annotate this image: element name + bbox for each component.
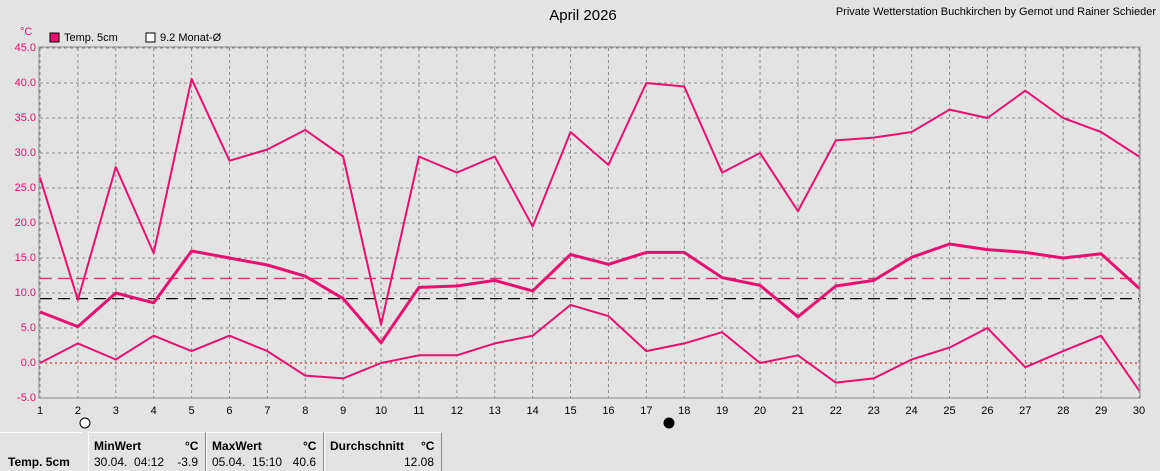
x-tick-label: 30: [1133, 405, 1145, 417]
y-tick-label: 10.0: [15, 287, 36, 299]
stats-value: 40.6: [292, 455, 316, 469]
x-tick-label: 18: [678, 405, 690, 417]
chart-title: April 2026: [549, 7, 617, 24]
stats-time: 05.04. 15:10: [212, 455, 283, 469]
x-tick-label: 17: [640, 405, 652, 417]
stats-label: Temp. 5cm: [8, 455, 70, 469]
x-tick-label: 1: [37, 405, 43, 417]
plot-frame: [38, 46, 1141, 399]
stats-box: [88, 432, 206, 471]
stats-value: -3.9: [177, 455, 198, 469]
moon-icon: [79, 417, 91, 429]
x-tick-label: 15: [564, 405, 576, 417]
moon-icon: [663, 417, 675, 429]
x-tick-label: 20: [754, 405, 766, 417]
series-line: [39, 242, 1141, 345]
x-tick-label: 12: [451, 405, 463, 417]
x-tick-label: 19: [716, 405, 728, 417]
x-tick-label: 10: [375, 405, 387, 417]
stats-title: MinWert: [94, 439, 142, 453]
series-line: [39, 77, 1140, 326]
x-tick-label: 13: [489, 405, 501, 417]
legend-swatch: [145, 32, 156, 43]
y-tick-label: 40.0: [15, 77, 36, 89]
x-tick-label: 26: [981, 405, 993, 417]
x-tick-label: 3: [113, 405, 119, 417]
x-tick-label: 6: [226, 405, 232, 417]
stats-unit: °C: [303, 439, 317, 453]
y-tick-label: 20.0: [15, 217, 36, 229]
x-tick-label: 9: [340, 405, 346, 417]
stats-time: 30.04. 04:12: [94, 455, 165, 469]
y-tick-label: 25.0: [15, 182, 36, 194]
credit: Private Wetterstation Buchkirchen by Ger…: [836, 6, 1157, 18]
stats-unit: °C: [421, 439, 435, 453]
legend-label: 9.2 Monat-Ø: [160, 32, 222, 44]
x-tick-label: 27: [1019, 405, 1031, 417]
x-tick-label: 11: [413, 405, 424, 417]
x-tick-label: 4: [151, 405, 157, 417]
y-unit: °C: [20, 26, 32, 38]
stats-title: MaxWert: [212, 439, 262, 453]
stats-title: Durchschnitt: [330, 439, 405, 453]
x-tick-label: 25: [943, 405, 955, 417]
x-tick-label: 23: [868, 405, 880, 417]
stats-row-head: [0, 432, 82, 471]
series-line: [39, 303, 1140, 391]
x-tick-label: 5: [189, 405, 195, 417]
x-tick-label: 29: [1095, 405, 1107, 417]
stats-box: [324, 432, 442, 471]
x-tick-label: 24: [905, 405, 917, 417]
x-tick-label: 21: [792, 405, 804, 417]
stats-value: 12.08: [403, 455, 434, 469]
x-tick-label: 8: [302, 405, 308, 417]
legend-swatch: [49, 32, 60, 43]
x-tick-label: 14: [527, 405, 539, 417]
y-tick-label: 5.0: [21, 322, 36, 334]
chart: April 2026 Private Wetterstation Buchkir…: [15, 6, 1157, 429]
y-tick-label: 45.0: [15, 42, 36, 54]
legend-label: Temp. 5cm: [64, 32, 118, 44]
y-tick-label: 30.0: [15, 147, 36, 159]
y-tick-label: 35.0: [15, 112, 36, 124]
stats-box: [206, 432, 324, 471]
x-tick-label: 16: [602, 405, 614, 417]
x-tick-label: 7: [264, 405, 270, 417]
x-tick-label: 22: [830, 405, 842, 417]
x-tick-label: 2: [75, 405, 81, 417]
stats-unit: °C: [185, 439, 199, 453]
y-tick-label: -5.0: [17, 392, 36, 404]
x-tick-label: 28: [1057, 405, 1069, 417]
y-tick-label: 15.0: [15, 252, 36, 264]
y-tick-label: 0.0: [21, 357, 36, 369]
